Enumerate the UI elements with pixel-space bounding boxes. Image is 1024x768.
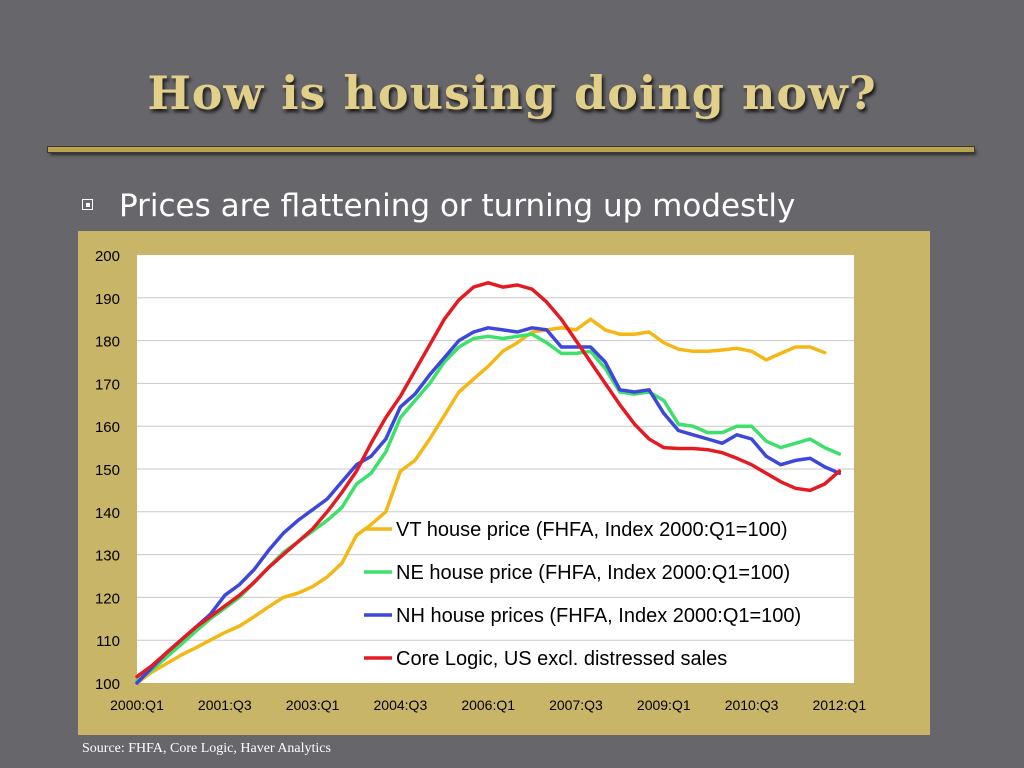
series-line (135, 326, 842, 685)
y-tick-label: 130 (95, 548, 120, 565)
legend-label: Core Logic, US excl. distressed sales (396, 648, 727, 670)
bullet-point: Prices are flattening or turning up mode… (82, 188, 795, 224)
series-line (135, 317, 827, 685)
x-tick-label: 2001:Q3 (198, 697, 252, 713)
square-bullet-icon (82, 199, 93, 210)
slide-title: How is housing doing now? (147, 66, 877, 120)
series-line (135, 281, 842, 679)
x-tick-label: 2010:Q3 (725, 697, 779, 713)
y-tick-label: 190 (95, 291, 120, 308)
y-tick-label: 120 (95, 590, 120, 607)
y-tick-label: 110 (96, 633, 120, 650)
y-tick-label: 150 (95, 462, 120, 479)
y-tick-label: 100 (95, 676, 120, 693)
y-tick-label: 200 (95, 248, 120, 265)
y-tick-label: 180 (95, 334, 120, 351)
line-chart: 100 110 120 130 140 150 160 170 180 190 200 2000:Q… (95, 248, 867, 713)
x-tick-label: 2006:Q1 (461, 697, 515, 713)
legend-label: NH house prices (FHFA, Index 2000:Q1=100… (396, 605, 801, 627)
y-tick-label: 170 (95, 376, 120, 393)
x-tick-label: 2003:Q1 (286, 697, 340, 713)
title-divider (48, 147, 974, 152)
y-tick-label: 140 (95, 505, 120, 522)
x-tick-label: 2012:Q1 (813, 697, 867, 713)
y-tick-label: 160 (95, 419, 120, 436)
x-tick-label: 2009:Q1 (637, 697, 691, 713)
x-tick-label: 2007:Q3 (549, 697, 603, 713)
bullet-text: Prices are flattening or turning up mode… (119, 188, 796, 224)
chart-frame: 100 110 120 130 140 150 160 170 180 190 200 2000:Q… (78, 231, 930, 735)
x-tick-label: 2000:Q1 (110, 697, 164, 713)
legend-label: VT house price (FHFA, Index 2000:Q1=100) (396, 519, 788, 541)
legend-label: NE house price (FHFA, Index 2000:Q1=100) (396, 562, 790, 584)
x-tick-label: 2004:Q3 (374, 697, 428, 713)
source-note: Source: FHFA, Core Logic, Haver Analytic… (82, 741, 331, 756)
